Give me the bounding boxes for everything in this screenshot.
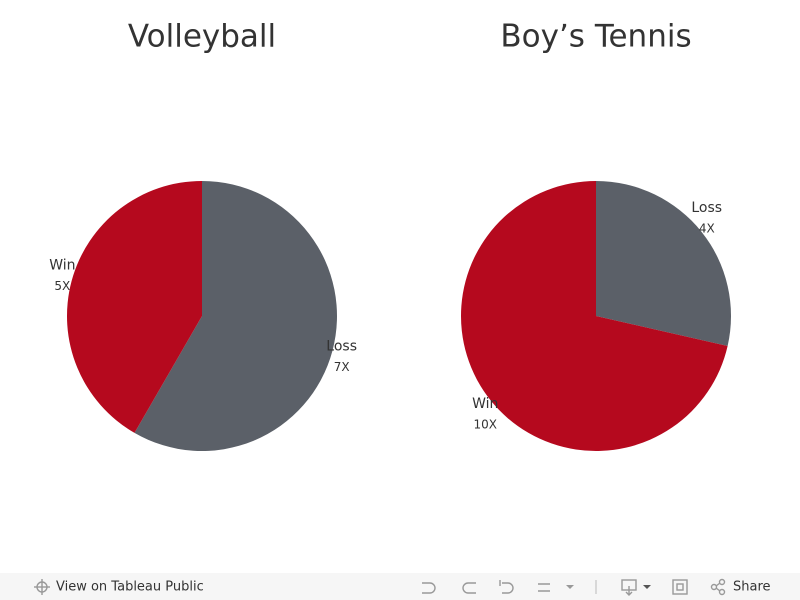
slice-label: Loss [326,339,357,355]
redo-icon[interactable] [462,582,476,594]
chart-title: Volleyball [128,19,276,55]
toolbar [0,573,800,600]
slice-value-label: 7X [334,360,350,374]
tableau-icon[interactable] [34,579,50,595]
share-button[interactable]: Share [733,580,771,595]
slice-value-label: 10X [474,417,498,431]
slice-label: Loss [691,200,722,216]
download-icon[interactable] [621,579,651,596]
undo-icon[interactable] [422,582,436,594]
pie-slice [596,181,731,347]
revert-icon[interactable] [499,580,514,594]
pie-slice [134,181,337,451]
fullscreen-icon[interactable] [672,579,688,595]
pie-slice [67,181,202,433]
slice-value-label: 5X [54,279,70,293]
pie-slice [461,181,728,452]
refresh-icon[interactable] [538,583,574,592]
chart-title: Boy’s Tennis [500,19,691,55]
share-icon[interactable] [710,578,726,596]
slice-value-label: 4X [699,222,715,236]
view-link[interactable]: View on Tableau Public [56,580,204,595]
slice-label: Win [472,396,498,412]
slice-label: Win [49,257,75,273]
